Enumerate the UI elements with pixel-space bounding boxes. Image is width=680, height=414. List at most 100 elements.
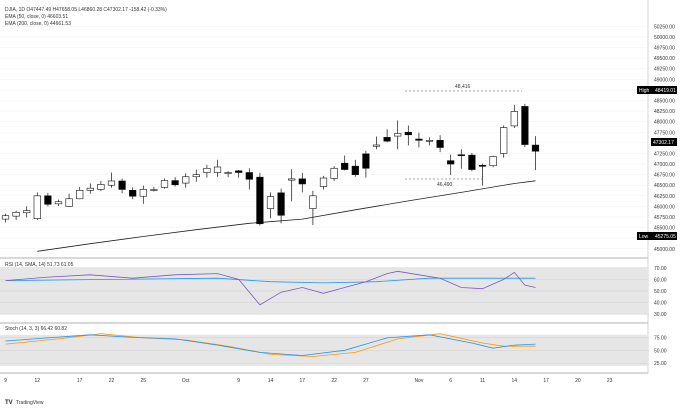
candle-body (118, 180, 126, 190)
candle-body (256, 176, 264, 225)
date-tick-label: 27 (363, 378, 369, 384)
candle-body (341, 162, 349, 170)
candle-body (404, 131, 412, 136)
candle-body (97, 184, 105, 190)
low-value-label: 46,490 (437, 182, 453, 188)
date-tick-label: 25 (141, 378, 147, 384)
candle-body (33, 195, 41, 219)
candle-body (54, 201, 63, 205)
candle-body (203, 167, 211, 173)
date-tick-label: 22 (109, 378, 115, 384)
rsi-ma-line (5, 277, 536, 284)
price-tick-label: 48000.00 (654, 120, 675, 126)
price-tick-label: 48250.00 (654, 109, 675, 115)
candle-body (447, 160, 455, 165)
candle-body (86, 187, 94, 191)
tradingview-logo-text: TradingView (16, 400, 44, 406)
price-tick-label: 46250.00 (654, 194, 675, 200)
candle-body (235, 170, 243, 173)
candle-body (415, 138, 423, 141)
candle-body (436, 140, 444, 148)
rsi-legend[interactable]: RSI (14, SMA, 14) 51.73 61.05 (5, 262, 74, 268)
price-tick-label: 47000.00 (654, 162, 675, 168)
stoch-legend[interactable]: Stoch (14, 3, 3) 66.42 60.82 (5, 326, 67, 332)
date-tick-label: 20 (575, 378, 581, 384)
date-tick-label: 23 (607, 378, 613, 384)
candle-body (521, 106, 529, 145)
rsi-line (5, 270, 536, 306)
candle-body (351, 165, 359, 175)
candle-body (468, 154, 476, 170)
candle-body (182, 176, 190, 184)
candle-body (224, 172, 232, 174)
date-tick-label: 11 (480, 378, 485, 384)
rsi-tick-label: 60.00 (654, 277, 667, 283)
date-tick-label: 17 (300, 378, 306, 384)
candle-body (394, 133, 402, 137)
candle-body (12, 212, 20, 217)
price-tick-label: 49750.00 (654, 46, 675, 52)
low-tag-label: Low (639, 234, 649, 240)
candle-body (510, 111, 518, 127)
price-tick-label: 47250.00 (654, 151, 675, 157)
stoch-tick-label: 75.00 (654, 335, 667, 341)
symbol-ohlc-legend[interactable]: DJIA, 1D O47447.49 H47658.05 L46860.28 C… (5, 7, 167, 13)
rsi-tick-label: 40.00 (654, 301, 667, 307)
date-tick-label: 17 (77, 378, 83, 384)
date-tick-label: 22 (331, 378, 337, 384)
date-tick-label: 14 (268, 378, 274, 384)
high-tag-value: 48419.01 (655, 88, 676, 94)
candle-body (500, 127, 508, 154)
rsi-tick-label: 70.00 (654, 266, 667, 272)
candle-body (277, 192, 285, 216)
candle-body (457, 154, 465, 157)
date-tick-label: Nov (414, 378, 423, 384)
candle-body (298, 178, 306, 185)
high-tag (637, 86, 677, 94)
stoch-k-line (5, 334, 536, 356)
candle-body (425, 140, 434, 142)
axis-layer: 50250.00 50000.00 49750.00 49500.00 49250.00… (4, 24, 675, 384)
candle-body (383, 137, 391, 142)
candle-body (288, 178, 296, 181)
last-price-value: 47302.17 (653, 140, 674, 146)
candle-body (107, 180, 116, 186)
price-tick-label: 46750.00 (654, 173, 675, 179)
candle-body (192, 174, 200, 178)
ema50-legend[interactable]: EMA (50, close, 0) 46603.51 (5, 14, 68, 20)
candle-body (489, 156, 497, 167)
candle-body (330, 167, 338, 179)
grid (0, 0, 649, 374)
stoch-tick-label: 25.00 (654, 361, 667, 367)
ema200-legend[interactable]: EMA (200, close, 0) 44661.53 (5, 21, 71, 27)
date-tick-label: 14 (512, 378, 518, 384)
candle-body (139, 189, 147, 197)
price-tick-label: 48500.00 (654, 98, 675, 104)
candle-body (23, 210, 31, 214)
low-tag (637, 232, 677, 240)
ema-line (37, 180, 536, 252)
high-tag-label: High (639, 88, 650, 94)
low-tag-value: 45275.05 (655, 234, 676, 240)
candle-body (150, 189, 158, 191)
candle-body (129, 190, 137, 197)
price-tick-label: 49500.00 (654, 56, 675, 62)
price-tick-label: 49000.00 (654, 77, 675, 83)
candle-body (171, 180, 179, 186)
candle-body (65, 198, 73, 207)
candle-body (213, 166, 222, 173)
price-tick-label: 49250.00 (654, 67, 675, 73)
price-tick-label: 45500.00 (654, 226, 675, 232)
price-tick-label: 47750.00 (654, 130, 675, 136)
price-tick-label: 50250.00 (654, 24, 675, 30)
price-tick-label: 50000.00 (654, 35, 675, 41)
rsi-tick-label: 30.00 (654, 312, 667, 318)
stoch-tick-label: 50.00 (654, 348, 667, 354)
date-tick-label: Oct (182, 378, 190, 384)
candle-body (309, 195, 317, 209)
candle-body (478, 165, 487, 167)
ema-layer (37, 180, 536, 252)
candle-body (531, 144, 540, 152)
